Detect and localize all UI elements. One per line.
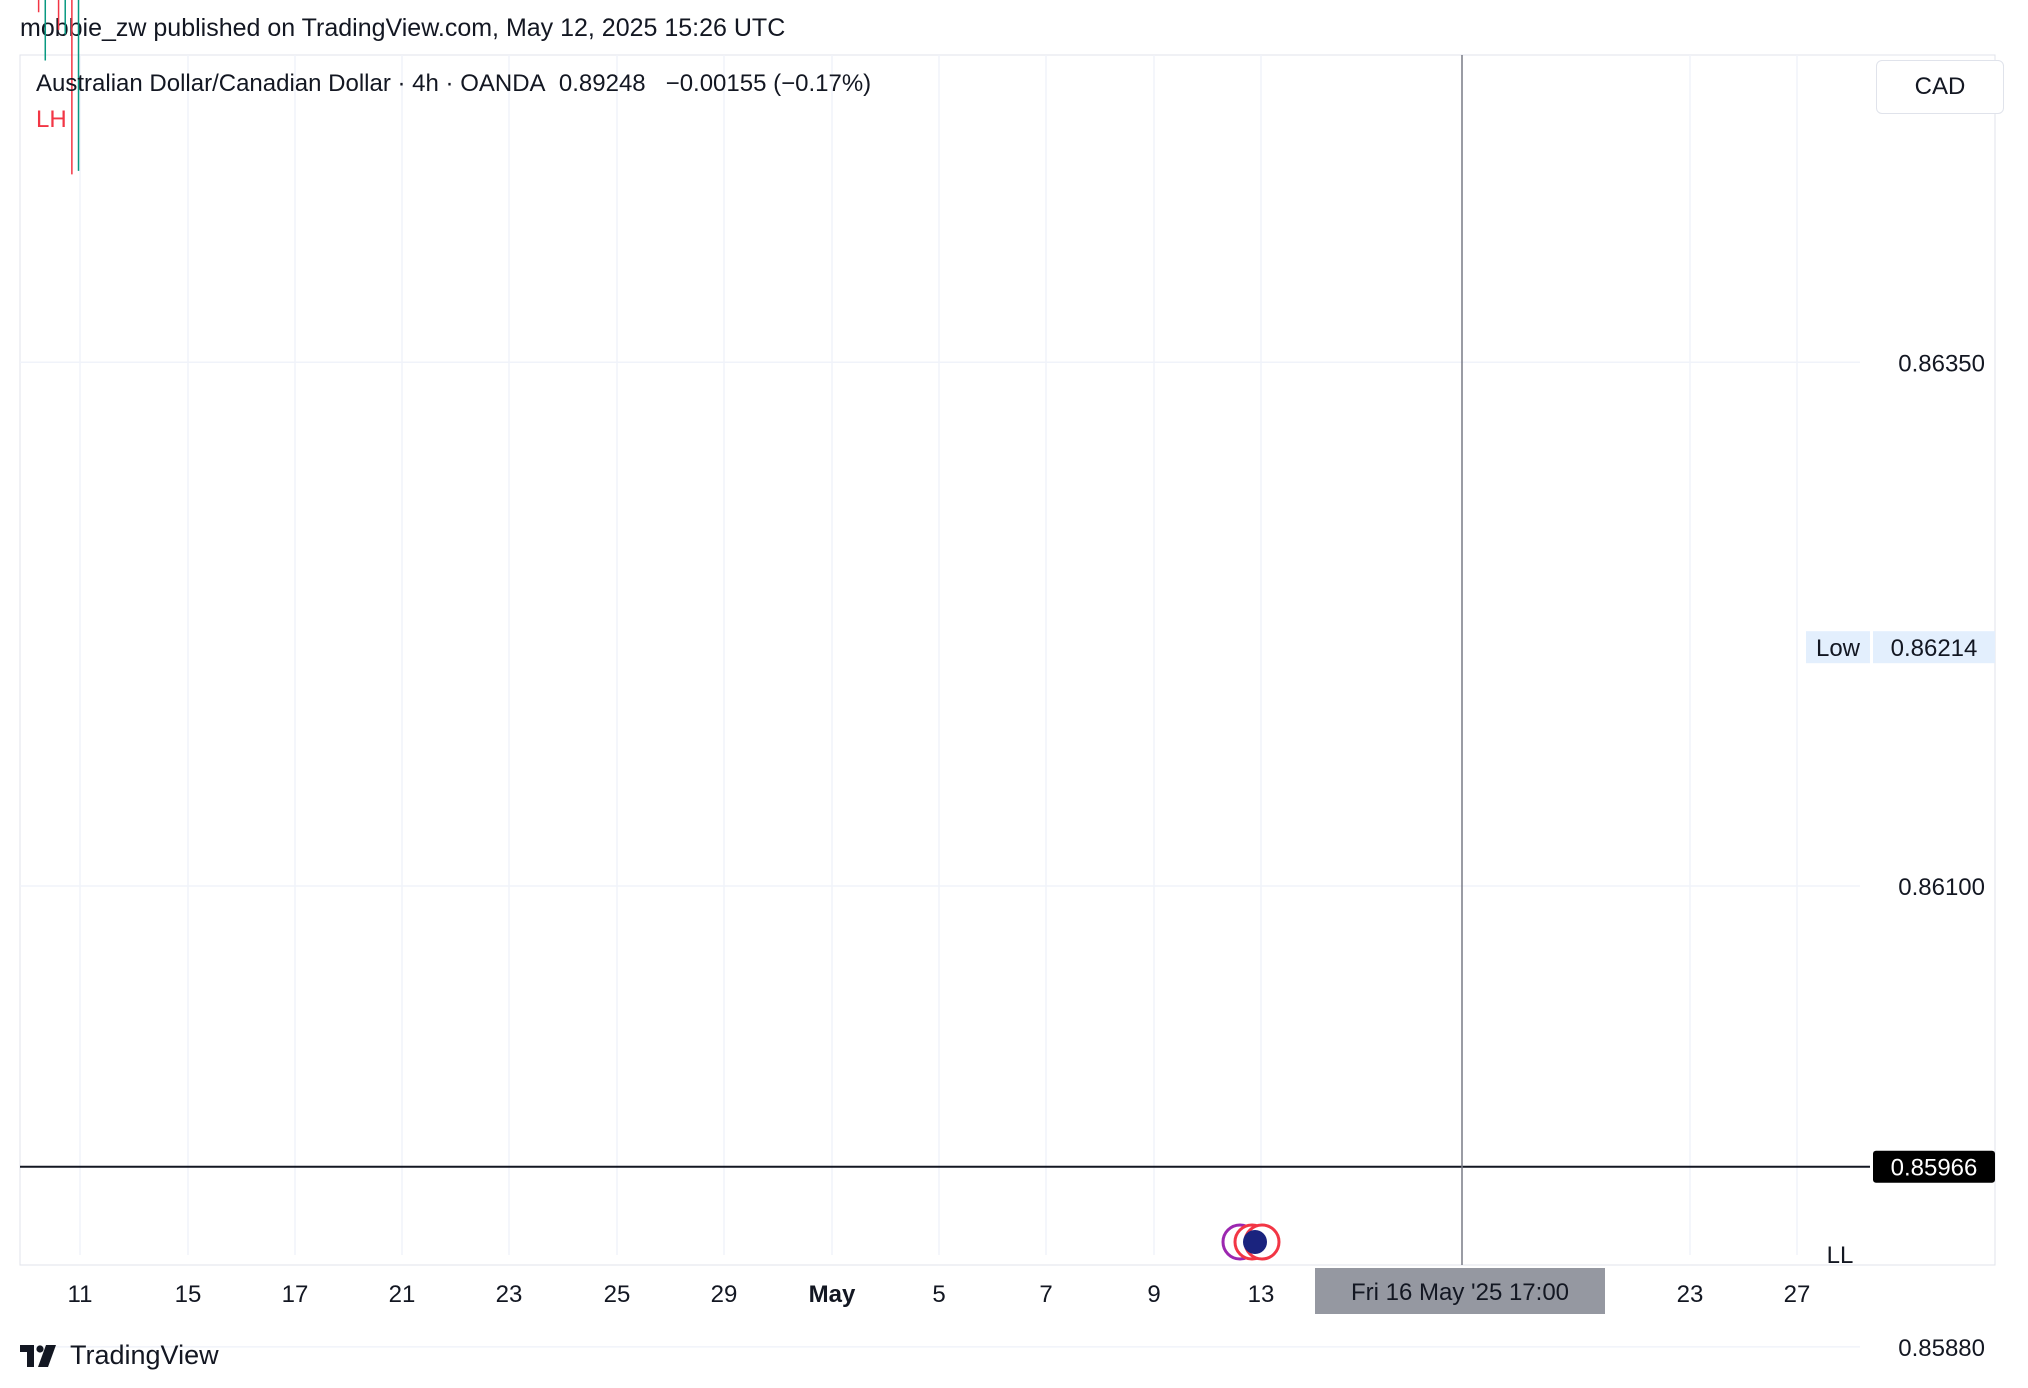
legend-change: −0.00155 (−0.17%) <box>665 70 872 97</box>
y-tick-label: 0.86350 <box>1898 350 1985 377</box>
legend-last-price: 0.89248 <box>558 70 646 97</box>
legend-title: Australian Dollar/Canadian Dollar · 4h ·… <box>36 70 546 97</box>
x-tick-label: 17 <box>282 1281 309 1308</box>
lh-label: LH <box>36 106 67 133</box>
price-badge-value: 0.85966 <box>1891 1155 1978 1182</box>
y-tick-label: 0.86100 <box>1898 874 1985 901</box>
x-tick-label: May <box>809 1281 856 1308</box>
footer-brand: TradingView <box>70 1340 219 1370</box>
x-tick-label: 13 <box>1248 1281 1275 1308</box>
candles-group <box>37 0 80 175</box>
low-label: Low <box>1816 635 1861 662</box>
chart-frame <box>19 54 1996 1266</box>
x-tick-label: 25 <box>604 1281 631 1308</box>
x-tick-label: 7 <box>1039 1281 1052 1308</box>
chart-legend: Australian Dollar/Canadian Dollar · 4h ·… <box>36 70 871 134</box>
low-value: 0.86214 <box>1891 635 1978 662</box>
flag-icon <box>1243 1230 1267 1254</box>
low-label-bg <box>1806 631 1870 664</box>
ll-label: LL <box>1827 1242 1854 1269</box>
crosshair-time-label: Fri 16 May '25 17:00 <box>1351 1279 1569 1306</box>
currency-button[interactable]: CAD <box>1876 60 2004 114</box>
x-tick-label: 27 <box>1784 1281 1811 1308</box>
tradingview-logo[interactable]: TradingView <box>20 1340 219 1371</box>
low-value-bg <box>1873 631 1995 664</box>
x-tick-label: 9 <box>1147 1281 1160 1308</box>
x-tick-label: 21 <box>389 1281 416 1308</box>
x-tick-label: 15 <box>175 1281 202 1308</box>
publisher-line: mobbie_zw published on TradingView.com, … <box>20 14 786 42</box>
y-tick-label: 0.85880 <box>1898 1335 1985 1362</box>
x-tick-label: 11 <box>68 1281 93 1308</box>
x-tick-label: 23 <box>496 1281 523 1308</box>
x-tick-label: 29 <box>711 1281 738 1308</box>
x-tick-label: 5 <box>932 1281 945 1308</box>
price-badge <box>1873 1150 1995 1183</box>
tradingview-logo-icon <box>20 1344 56 1367</box>
x-tick-label: 23 <box>1677 1281 1704 1308</box>
crosshair-time-badge <box>1315 1268 1605 1314</box>
